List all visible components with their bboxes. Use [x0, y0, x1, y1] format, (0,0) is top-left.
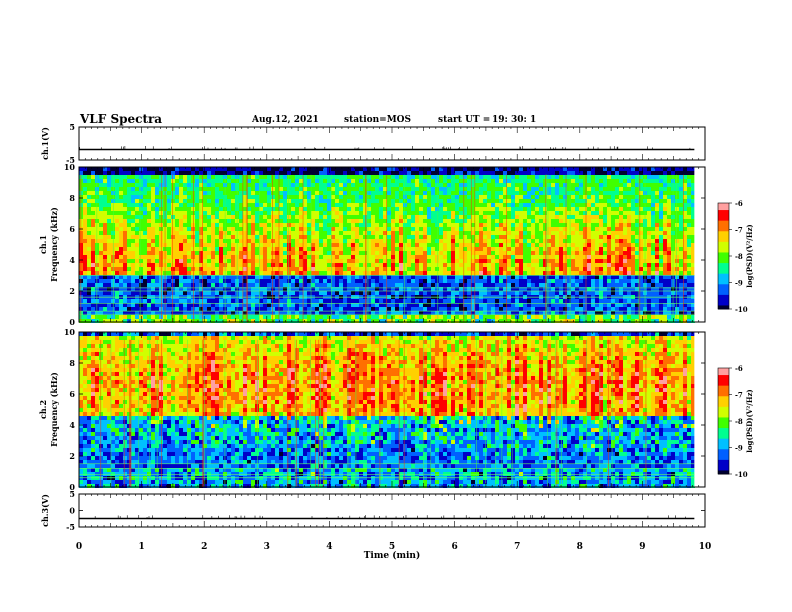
y-tick-label: 4: [69, 420, 75, 430]
x-tick-label: 9: [639, 542, 645, 552]
colorbar-tick-label: -10: [735, 470, 748, 479]
x-tick-label: 8: [577, 542, 583, 552]
y-tick-label: 8: [69, 358, 75, 368]
y-axis-label: ch.1(V): [40, 127, 50, 160]
y-axis-label: Frequency (kHz): [49, 207, 59, 282]
colorbar-tick-label: -7: [735, 226, 743, 235]
y-tick-label: -5: [66, 522, 75, 532]
colorbar-tick-label: -9: [735, 444, 743, 453]
x-tick-label: 7: [514, 542, 520, 552]
y-tick-label: 10: [64, 327, 76, 337]
x-tick-label: 1: [138, 542, 144, 552]
date-label: Aug.12, 2021: [252, 115, 319, 125]
colorbar-tick-label: -8: [735, 252, 743, 261]
colorbar-tick-label: -6: [735, 364, 743, 373]
colorbar-tick-label: -9: [735, 279, 743, 288]
start-ut-label: start UT =: [438, 115, 491, 125]
colorbar-label: log(PSD)(V²/Hz): [745, 389, 754, 453]
colorbar-label: log(PSD)(V²/Hz): [745, 224, 754, 288]
station-label: station=MOS: [344, 115, 412, 125]
colorbar-tick-label: -8: [735, 417, 743, 426]
y-tick-label: 6: [69, 389, 75, 399]
colorbar-tick-label: -6: [735, 199, 743, 208]
x-tick-label: 5: [389, 542, 395, 552]
y-axis-label: ch.3(V): [40, 494, 50, 527]
y-tick-label: 6: [69, 224, 75, 234]
y-axis-label: ch.1: [38, 235, 48, 254]
y-tick-label: 5: [69, 489, 75, 499]
x-tick-label: 4: [326, 542, 332, 552]
colorbar-tick-label: -10: [735, 305, 748, 314]
x-axis-label: Time (min): [364, 550, 421, 561]
y-axis-label: ch.2: [38, 400, 48, 419]
start-time-value: 19: 30: 1: [492, 115, 537, 125]
spectrogram-1-image: [79, 167, 705, 323]
y-tick-label: 8: [69, 193, 75, 203]
y-tick-label: 5: [69, 122, 75, 132]
y-tick-label: 4: [69, 255, 75, 265]
x-tick-label: 6: [451, 542, 457, 552]
x-tick-label: 0: [76, 542, 82, 552]
colorbar: [717, 367, 730, 475]
y-axis-label: Frequency (kHz): [49, 372, 59, 447]
x-tick-label: 2: [201, 542, 207, 552]
y-tick-label: 0: [69, 317, 75, 327]
colorbar-tick-label: -7: [735, 391, 743, 400]
y-tick-label: 0: [69, 482, 75, 492]
colorbar: [717, 202, 730, 310]
y-tick-label: 2: [69, 286, 75, 296]
x-tick-label: 10: [699, 542, 712, 552]
y-tick-label: 2: [69, 451, 75, 461]
x-tick-label: 3: [264, 542, 270, 552]
y-tick-label: 0: [69, 506, 75, 516]
spectrogram-2-image: [79, 332, 705, 488]
chart-title: VLF Spectra: [80, 112, 163, 126]
y-tick-label: 10: [64, 162, 76, 172]
y-tick-label: -5: [66, 155, 75, 165]
